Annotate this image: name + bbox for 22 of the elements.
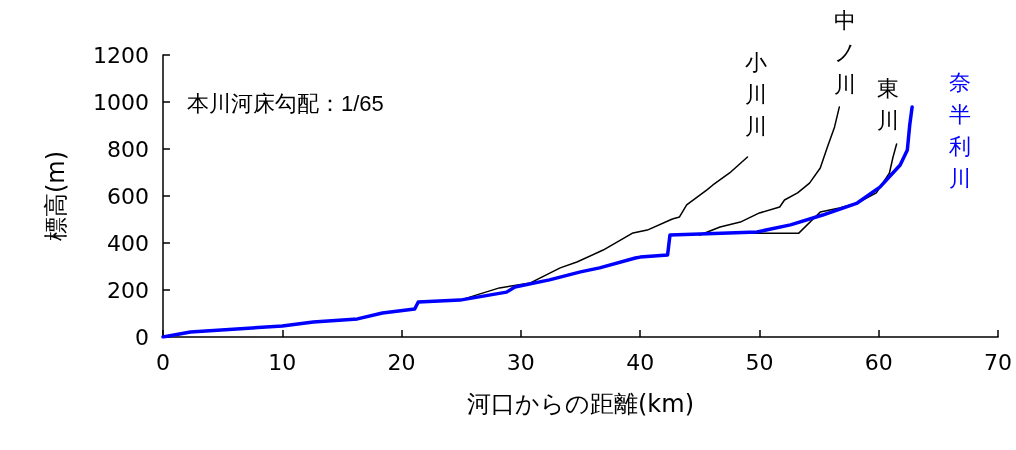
x-tick-label: 70 — [984, 349, 1012, 375]
annotation: 本川河床勾配：1/65 — [187, 90, 384, 116]
y-tick-label: 800 — [107, 136, 149, 162]
series-label: 中ノ川 — [833, 8, 857, 98]
x-tick-label: 30 — [506, 349, 535, 375]
y-tick-label: 1000 — [93, 89, 149, 115]
x-tick-label: 10 — [268, 349, 297, 375]
y-tick-label: 200 — [107, 277, 149, 303]
series-label: 小川川 — [744, 50, 767, 140]
x-tick-label: 0 — [156, 349, 170, 375]
x-tick-label: 40 — [626, 349, 655, 375]
x-axis-title: 河口からの距離(km) — [466, 390, 695, 418]
x-tick-label: 20 — [387, 349, 416, 375]
y-tick-label: 600 — [107, 183, 149, 209]
y-tick-label: 0 — [135, 324, 149, 350]
x-tick-label: 60 — [864, 349, 893, 375]
y-axis-title: 標高(m) — [42, 150, 70, 242]
y-tick-label: 400 — [107, 230, 149, 256]
series-label: 東川 — [876, 75, 899, 133]
series-label: 奈半利川 — [949, 70, 972, 192]
x-tick-label: 50 — [745, 349, 774, 375]
y-tick-label: 1200 — [93, 42, 149, 68]
